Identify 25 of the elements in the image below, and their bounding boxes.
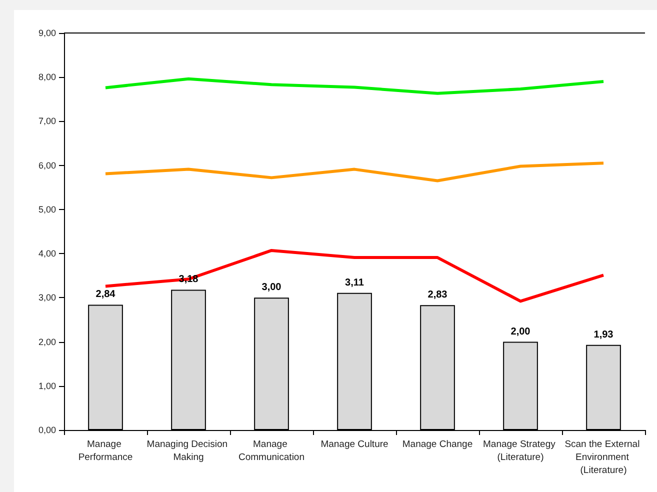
data-label: 2,00 [510, 326, 531, 338]
x-tick-label: Manage Culture [320, 439, 388, 450]
y-tick-label: 6,00 [38, 160, 56, 170]
y-tick-label: 7,00 [38, 116, 56, 126]
y-tick-label: 4,00 [38, 248, 56, 259]
line-series [104, 77, 605, 95]
data-label: 3,00 [262, 282, 282, 294]
x-tick-label: Manage Change [402, 439, 473, 450]
y-tick-label: 8,00 [38, 72, 56, 82]
y-tick-label: 3,00 [38, 292, 56, 303]
data-label: 3,11 [345, 277, 364, 288]
y-tick-label: 2,00 [38, 336, 56, 347]
line-series [104, 162, 605, 182]
y-tick-label: 9,00 [38, 28, 56, 38]
x-tick-label: Manage Performance [78, 439, 133, 463]
x-tick-label: Scan the External Environment (Literature) [564, 439, 642, 476]
data-label: 1,93 [594, 329, 614, 340]
x-tick-label: Manage Communication [238, 439, 304, 463]
data-label: 2,84 [96, 289, 116, 300]
x-tick-label: Manage Strategy (Literature) [483, 439, 558, 463]
y-tick-label: 0,00 [38, 425, 56, 435]
data-label: 2,83 [428, 290, 448, 301]
x-tick-label: Managing Decision Making [146, 439, 230, 463]
y-tick-label: 5,00 [38, 204, 56, 214]
y-tick-label: 1,00 [38, 380, 56, 391]
